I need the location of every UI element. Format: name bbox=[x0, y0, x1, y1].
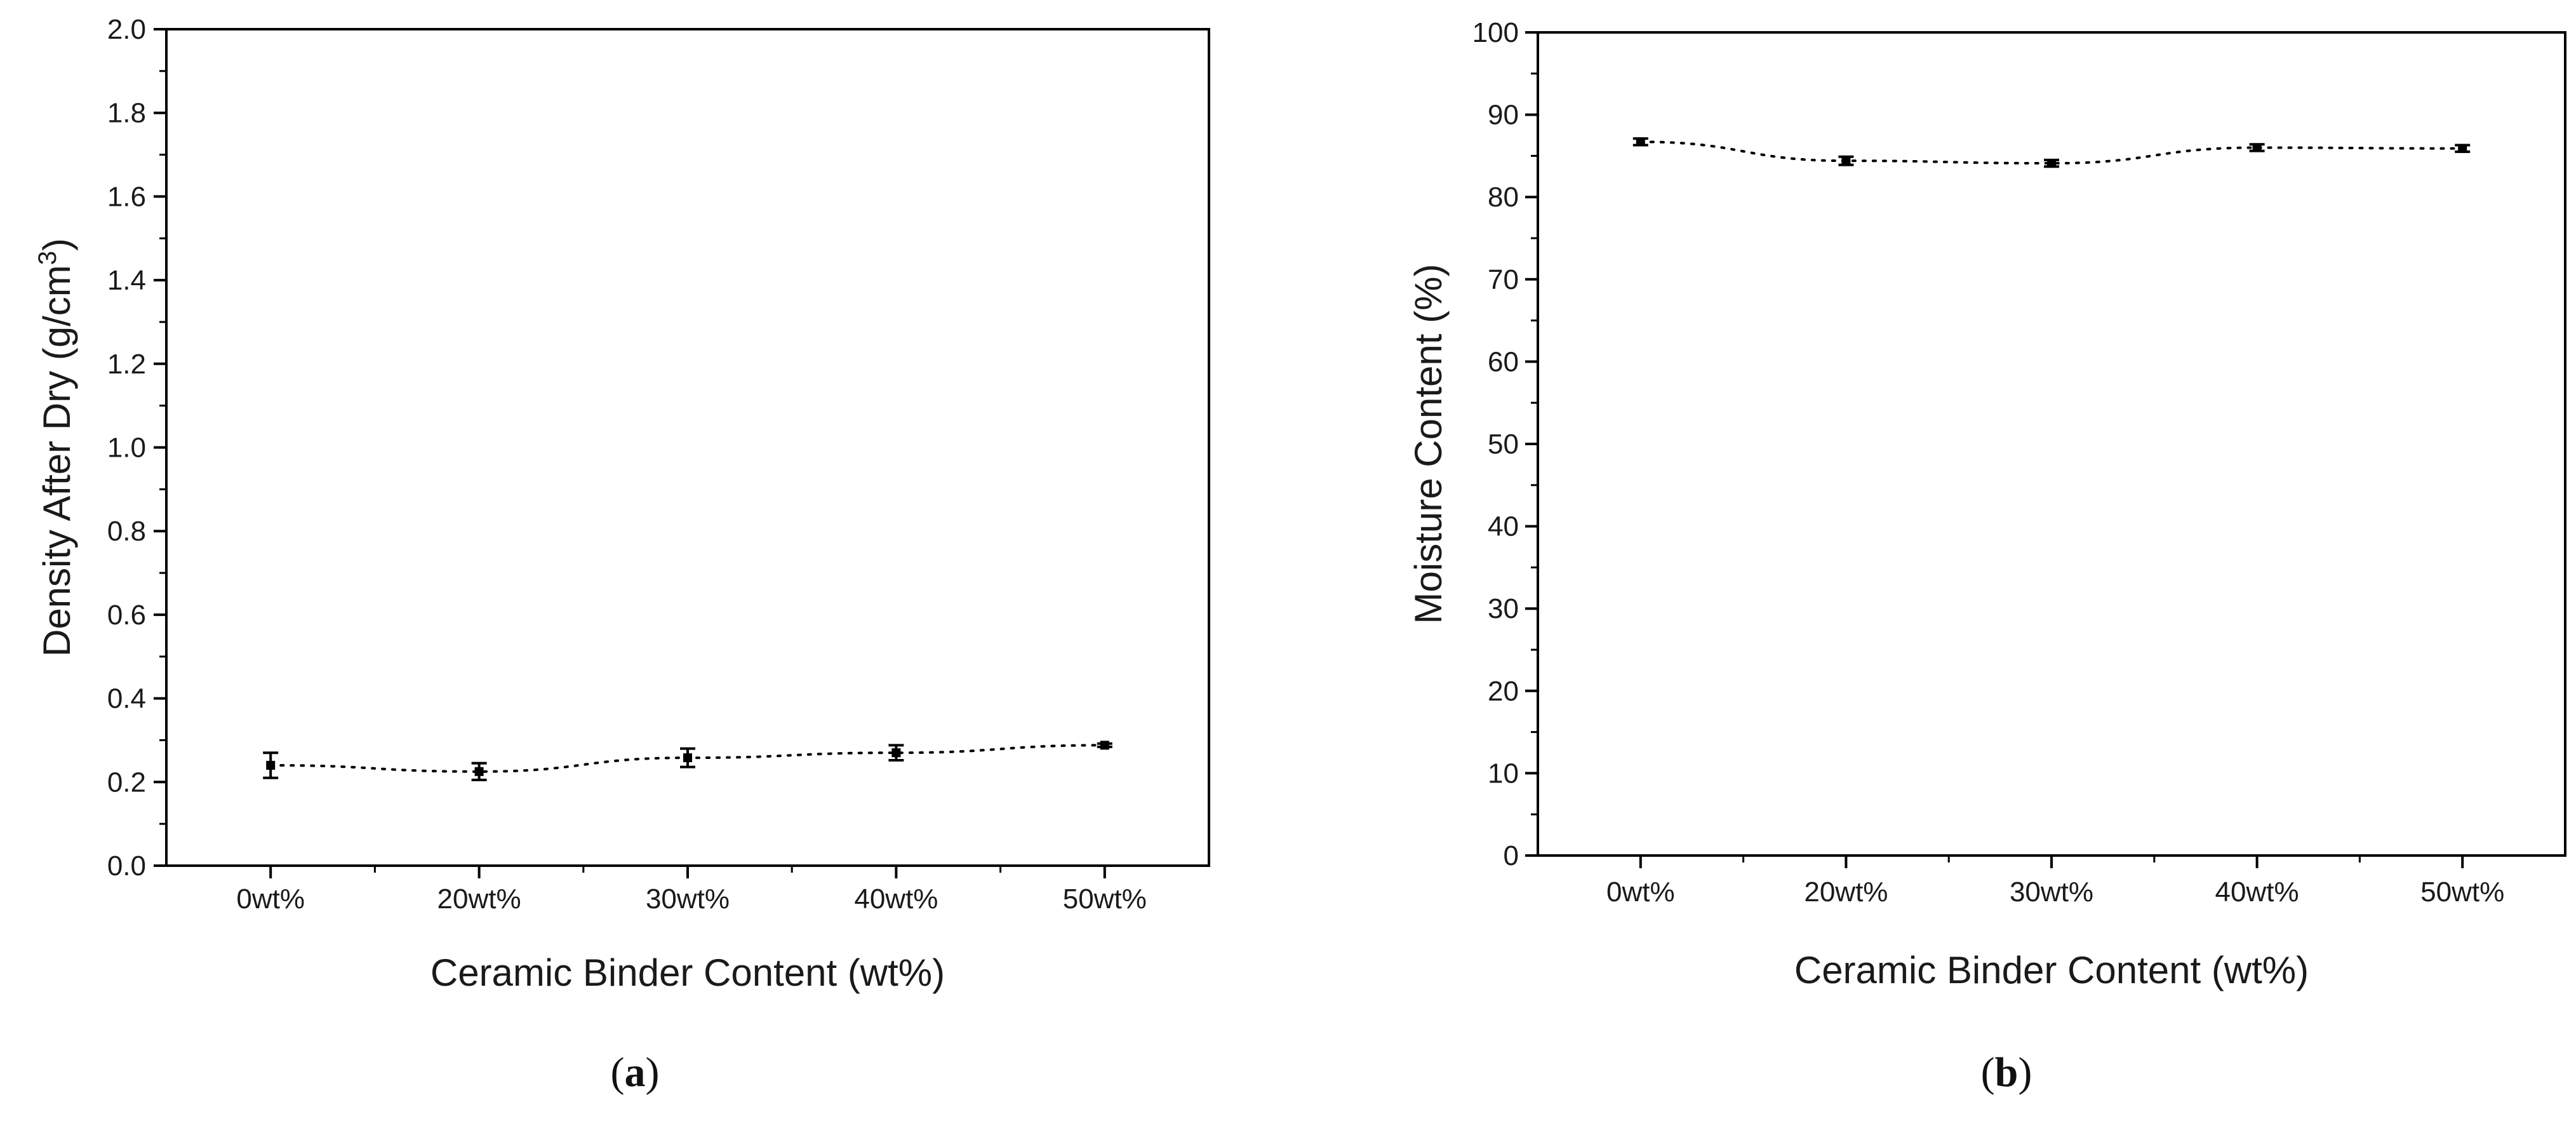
y-tick-label: 80 bbox=[1488, 182, 1519, 213]
x-tick-label: 50wt% bbox=[2420, 876, 2504, 908]
y-tick-label: 1.2 bbox=[107, 349, 146, 380]
caption-close: ) bbox=[646, 1049, 660, 1096]
caption-letter: a bbox=[625, 1049, 646, 1096]
caption-open: ( bbox=[611, 1049, 625, 1096]
data-point bbox=[683, 753, 692, 763]
y-axis-title-main: Density After Dry (g/cm bbox=[36, 265, 78, 657]
x-tick-label: 30wt% bbox=[2010, 876, 2093, 908]
panel-b: 0 10 20 30 40 50 60 70 80 90 100 0wt% 20wt% 30wt% 40wt… bbox=[1407, 17, 2566, 1096]
data-point bbox=[266, 760, 276, 770]
y-tick-label: 0.8 bbox=[107, 516, 146, 547]
x-tick-label: 40wt% bbox=[854, 883, 938, 915]
panel-caption: (b) bbox=[1981, 1049, 2032, 1096]
y-axis-title: Density After Dry (g/cm3) bbox=[34, 238, 78, 657]
y-axis-title-close: ) bbox=[36, 238, 78, 251]
y-axis-title-superscript: 3 bbox=[34, 251, 62, 265]
y-tick-label: 30 bbox=[1488, 593, 1519, 624]
y-axis-title-main: Moisture Content (%) bbox=[1407, 264, 1450, 624]
y-axis-title: Moisture Content (%) bbox=[1407, 264, 1450, 624]
data-point bbox=[2047, 159, 2056, 168]
panel-caption: (a) bbox=[611, 1049, 660, 1096]
y-tick-label: 1.8 bbox=[107, 98, 146, 129]
data-point bbox=[2252, 143, 2262, 152]
x-tick-label: 20wt% bbox=[1804, 876, 1888, 908]
data-point bbox=[1636, 137, 1645, 147]
y-tick-label: 90 bbox=[1488, 100, 1519, 131]
y-tick-label: 0.0 bbox=[107, 850, 146, 882]
x-tick-label: 20wt% bbox=[437, 883, 521, 915]
caption-open: ( bbox=[1981, 1049, 1995, 1096]
y-tick-label: 0.6 bbox=[107, 600, 146, 631]
y-tick-label: 0.4 bbox=[107, 683, 146, 715]
x-axis-title: Ceramic Binder Content (wt%) bbox=[430, 951, 945, 994]
y-tick-label: 10 bbox=[1488, 758, 1519, 789]
y-tick-label: 2.0 bbox=[107, 14, 146, 45]
data-point bbox=[474, 767, 484, 776]
panel-a: 0.0 0.2 0.4 0.6 0.8 1.0 1.2 1.4 1.6 1.8 2.0 0wt% 20w… bbox=[34, 14, 1210, 1096]
y-tick-label: 1.6 bbox=[107, 181, 146, 212]
y-tick-label: 0.2 bbox=[107, 767, 146, 798]
y-tick-label: 1.0 bbox=[107, 433, 146, 464]
x-tick-label: 40wt% bbox=[2215, 876, 2299, 908]
y-tick-label: 0 bbox=[1504, 840, 1519, 871]
data-point bbox=[1841, 156, 1851, 166]
y-tick-label: 50 bbox=[1488, 429, 1519, 460]
x-tick-label: 0wt% bbox=[236, 883, 305, 915]
x-tick-label: 50wt% bbox=[1063, 883, 1147, 915]
y-tick-label: 40 bbox=[1488, 511, 1519, 542]
caption-letter: b bbox=[1995, 1049, 2019, 1096]
data-point bbox=[891, 748, 901, 758]
plot-frame bbox=[1537, 31, 2566, 857]
y-tick-label: 1.4 bbox=[107, 265, 146, 296]
y-tick-label: 20 bbox=[1488, 676, 1519, 707]
x-axis-title: Ceramic Binder Content (wt%) bbox=[1794, 949, 2309, 991]
y-tick-label: 70 bbox=[1488, 264, 1519, 295]
plot-frame bbox=[165, 28, 1210, 867]
x-tick-label: 0wt% bbox=[1606, 876, 1675, 908]
caption-close: ) bbox=[2018, 1049, 2032, 1096]
data-point bbox=[2458, 144, 2467, 153]
x-tick-label: 30wt% bbox=[646, 883, 730, 915]
y-tick-label: 100 bbox=[1472, 17, 1519, 48]
series-line bbox=[1639, 140, 2464, 165]
y-tick-label: 60 bbox=[1488, 346, 1519, 377]
data-point bbox=[1100, 741, 1109, 750]
